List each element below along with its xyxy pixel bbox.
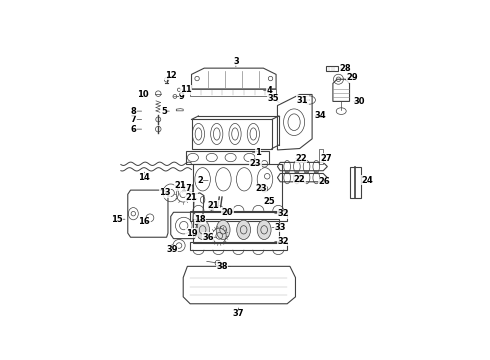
Text: 22: 22 xyxy=(295,154,307,163)
Text: 28: 28 xyxy=(340,64,351,73)
Text: 30: 30 xyxy=(353,97,365,106)
Text: 23: 23 xyxy=(255,184,267,193)
Text: 38: 38 xyxy=(216,262,228,271)
Bar xyxy=(190,89,276,96)
Text: 2: 2 xyxy=(197,176,203,185)
Text: 7: 7 xyxy=(130,115,136,124)
Text: 6: 6 xyxy=(130,125,136,134)
Text: 34: 34 xyxy=(315,111,326,120)
Text: 13: 13 xyxy=(159,188,171,197)
Text: 18: 18 xyxy=(194,215,206,224)
Text: 36: 36 xyxy=(202,233,214,242)
Text: 14: 14 xyxy=(139,173,150,182)
Text: 3: 3 xyxy=(233,57,239,66)
Bar xyxy=(326,66,339,72)
Text: 8: 8 xyxy=(130,107,136,116)
Ellipse shape xyxy=(237,220,250,239)
Text: 32: 32 xyxy=(277,209,289,218)
Text: 16: 16 xyxy=(139,217,150,226)
Text: 11: 11 xyxy=(180,85,192,94)
Text: 33: 33 xyxy=(274,223,286,232)
Bar xyxy=(319,149,323,164)
Text: 15: 15 xyxy=(111,215,122,224)
Text: 39: 39 xyxy=(167,245,178,254)
Ellipse shape xyxy=(216,220,230,239)
Text: 1: 1 xyxy=(255,148,261,157)
Text: 12: 12 xyxy=(165,71,176,80)
Text: 29: 29 xyxy=(346,73,358,82)
Text: 17: 17 xyxy=(180,184,192,193)
Text: 23: 23 xyxy=(249,159,261,168)
Text: 4: 4 xyxy=(266,86,272,95)
Text: 19: 19 xyxy=(186,229,197,238)
Text: 9: 9 xyxy=(179,92,185,101)
Text: 20: 20 xyxy=(222,208,233,217)
Text: 22: 22 xyxy=(294,175,305,184)
Text: 27: 27 xyxy=(320,154,332,163)
Ellipse shape xyxy=(257,220,271,239)
Text: 24: 24 xyxy=(362,176,373,185)
Text: 35: 35 xyxy=(268,94,279,103)
Text: 37: 37 xyxy=(233,309,245,318)
Text: 21: 21 xyxy=(208,201,220,210)
Text: 31: 31 xyxy=(296,95,308,104)
Text: 26: 26 xyxy=(318,177,330,186)
Text: 5: 5 xyxy=(161,107,167,116)
Text: 21: 21 xyxy=(174,181,186,190)
Text: 10: 10 xyxy=(137,90,149,99)
Text: 32: 32 xyxy=(277,237,289,246)
Text: 21: 21 xyxy=(186,193,197,202)
Ellipse shape xyxy=(196,220,210,239)
Text: 25: 25 xyxy=(263,197,275,206)
